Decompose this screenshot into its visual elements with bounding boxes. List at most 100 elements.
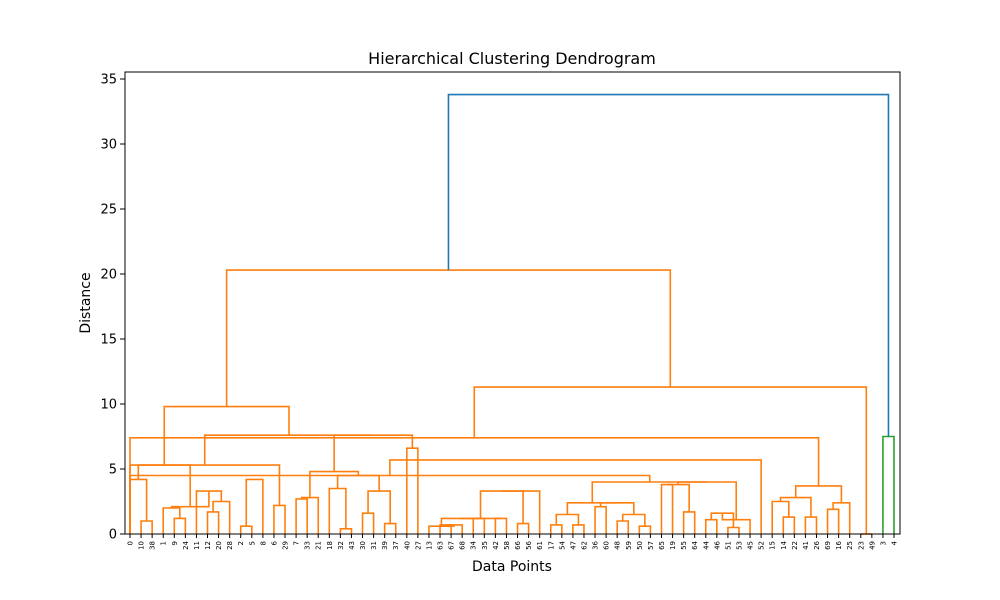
leaf-label: 8 <box>259 541 267 545</box>
dendrogram-link <box>479 490 524 524</box>
leaf-label: 51 <box>724 541 732 550</box>
leaf-label: 20 <box>215 541 223 550</box>
leaf-label: 59 <box>625 541 633 550</box>
dendrogram-link <box>566 502 618 515</box>
leaf-label: 2 <box>237 541 245 545</box>
dendrogram-link <box>439 524 452 534</box>
leaf-label: 31 <box>370 541 378 550</box>
dendrogram-link <box>591 481 708 503</box>
leaf-label: 34 <box>470 540 478 549</box>
dendrogram-link <box>389 459 762 534</box>
leaf-label: 47 <box>569 541 577 550</box>
leaf-label: 44 <box>702 540 710 549</box>
leaf-label: 38 <box>149 541 157 550</box>
dendrogram-link <box>445 524 463 534</box>
y-axis: 0 5 10 15 20 25 30 35 <box>100 73 125 543</box>
leaf-label: 67 <box>448 541 456 550</box>
leaf-label: 15 <box>769 541 777 550</box>
dendrogram-link <box>667 483 690 512</box>
dendrogram-link <box>599 502 635 515</box>
x-axis-label: Data Points <box>472 559 552 575</box>
y-tick-label: 25 <box>100 203 117 218</box>
y-axis-label: Distance <box>78 272 94 333</box>
leaf-label: 40 <box>403 541 411 550</box>
leaf-label: 10 <box>138 541 146 550</box>
leaf-label: 9 <box>171 541 179 545</box>
leaf-label: 36 <box>592 540 600 549</box>
leaf-label: 41 <box>802 541 810 550</box>
leaf-label: 39 <box>381 541 389 550</box>
leaf-label: 25 <box>846 541 854 550</box>
plot-frame <box>124 71 901 535</box>
leaf-label: 11 <box>193 541 201 550</box>
leaf-label: 57 <box>647 541 655 550</box>
leaf-label: 53 <box>735 541 743 550</box>
leaf-label: 69 <box>824 541 832 550</box>
leaf-label: 50 <box>636 541 644 550</box>
dendrogram-links <box>129 93 895 535</box>
leaf-label: 26 <box>813 540 821 549</box>
dendrogram-link <box>333 434 414 472</box>
leaf-label: 27 <box>414 541 422 550</box>
dendrogram-link <box>447 93 890 437</box>
leaf-label: 43 <box>348 541 356 550</box>
y-tick-label: 15 <box>100 333 117 348</box>
x-axis: 0 10 38 1 9 24 11 12 20 28 2 5 8 6 29 7 33 21 18 32 43 30 31 39… <box>127 534 899 550</box>
leaf-label: 17 <box>547 541 555 550</box>
leaf-label: 54 <box>558 540 566 549</box>
leaf-label: 13 <box>425 541 433 550</box>
leaf-label: 33 <box>304 541 312 550</box>
leaf-label: 19 <box>669 541 677 550</box>
leaf-label: 1 <box>160 541 168 545</box>
leaf-label: 56 <box>525 540 533 549</box>
leaf-label: 28 <box>226 541 234 550</box>
leaf-label: 42 <box>492 541 500 550</box>
leaf-label: 63 <box>437 541 445 550</box>
leaf-label: 52 <box>758 541 766 550</box>
y-tick-label: 30 <box>100 138 117 153</box>
leaf-label: 5 <box>248 541 256 545</box>
dendrogram-link <box>203 434 374 466</box>
leaf-label: 21 <box>315 541 323 550</box>
leaf-label: 18 <box>326 541 334 550</box>
leaf-label: 3 <box>879 541 887 545</box>
leaf-label: 16 <box>835 540 843 549</box>
leaf-label: 58 <box>503 541 511 550</box>
leaf-label: 64 <box>691 540 699 549</box>
leaf-label: 55 <box>680 541 688 550</box>
leaf-label: 35 <box>481 541 489 550</box>
leaf-label: 0 <box>127 541 135 545</box>
dendrogram-link <box>501 490 541 534</box>
leaf-label: 30 <box>359 541 367 550</box>
leaf-label: 62 <box>580 541 588 550</box>
leaf-label: 66 <box>514 540 522 549</box>
leaf-label: 29 <box>282 541 290 550</box>
chart-title: Hierarchical Clustering Dendrogram <box>368 49 656 68</box>
leaf-label: 46 <box>713 540 721 549</box>
leaf-label: 4 <box>891 540 899 545</box>
leaf-label: 23 <box>857 541 865 550</box>
leaf-label: 48 <box>614 541 622 550</box>
y-tick-label: 20 <box>100 268 117 283</box>
leaf-label: 32 <box>337 541 345 550</box>
leaf-label: 45 <box>747 541 755 550</box>
y-tick-label: 35 <box>100 73 117 88</box>
leaf-label: 14 <box>780 540 788 549</box>
dendrogram-link <box>245 478 264 534</box>
leaf-label: 61 <box>536 541 544 550</box>
y-tick-label: 10 <box>100 398 117 413</box>
leaf-label: 12 <box>204 541 212 550</box>
leaf-label: 60 <box>603 541 611 550</box>
leaf-label: 68 <box>459 541 467 550</box>
y-tick-label: 5 <box>109 463 117 478</box>
leaf-label: 37 <box>392 541 400 550</box>
leaf-label: 22 <box>791 541 799 550</box>
leaf-label: 24 <box>182 540 190 549</box>
y-tick-label: 0 <box>109 528 117 543</box>
leaf-label: 6 <box>270 540 278 545</box>
leaf-label: 7 <box>293 541 301 545</box>
leaf-label: 49 <box>868 541 876 550</box>
leaf-label: 65 <box>658 541 666 550</box>
